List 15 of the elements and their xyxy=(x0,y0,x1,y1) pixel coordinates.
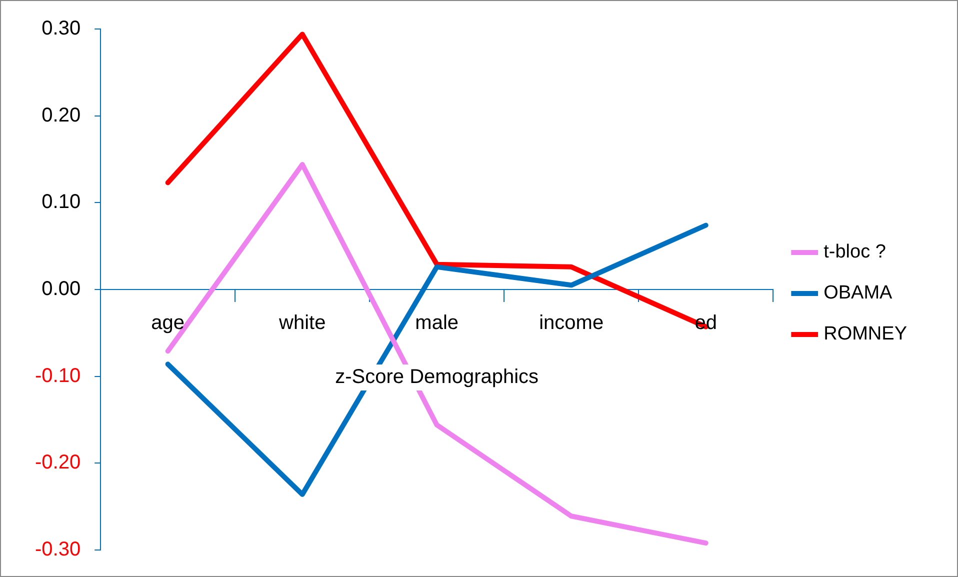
x-tick-label: age xyxy=(151,312,185,334)
x-tick-label: male xyxy=(415,312,459,334)
legend-label: OBAMA xyxy=(824,282,893,304)
x-tick-label: white xyxy=(278,312,326,334)
y-tick-label: -0.20 xyxy=(34,452,81,474)
x-tick-label: income xyxy=(539,312,604,334)
x-axis-title: z-Score Demographics xyxy=(335,366,539,388)
y-tick-label: 0.30 xyxy=(42,18,81,40)
y-tick-label: 0.20 xyxy=(42,104,81,126)
legend-label: ROMNEY xyxy=(824,324,908,345)
y-tick-label: -0.30 xyxy=(34,538,81,561)
legend-label: t-bloc ? xyxy=(824,242,886,263)
y-tick-label: 0.10 xyxy=(42,191,81,214)
y-tick-label: -0.10 xyxy=(34,364,81,387)
y-tick-label: 0.00 xyxy=(42,278,81,300)
